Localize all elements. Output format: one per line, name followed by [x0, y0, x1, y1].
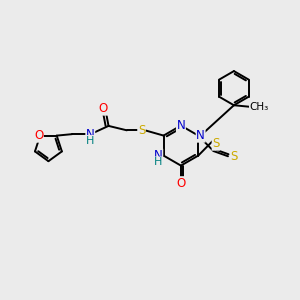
Text: H: H	[86, 136, 94, 146]
Text: O: O	[34, 129, 43, 142]
Text: S: S	[230, 150, 238, 163]
Text: CH₃: CH₃	[250, 102, 269, 112]
Text: N: N	[176, 119, 185, 132]
Text: N: N	[86, 128, 95, 141]
Text: N: N	[154, 149, 163, 162]
Text: O: O	[176, 177, 185, 190]
Text: O: O	[99, 102, 108, 115]
Text: H: H	[154, 157, 163, 167]
Text: N: N	[196, 129, 205, 142]
Text: S: S	[212, 137, 220, 150]
Text: S: S	[138, 124, 145, 137]
